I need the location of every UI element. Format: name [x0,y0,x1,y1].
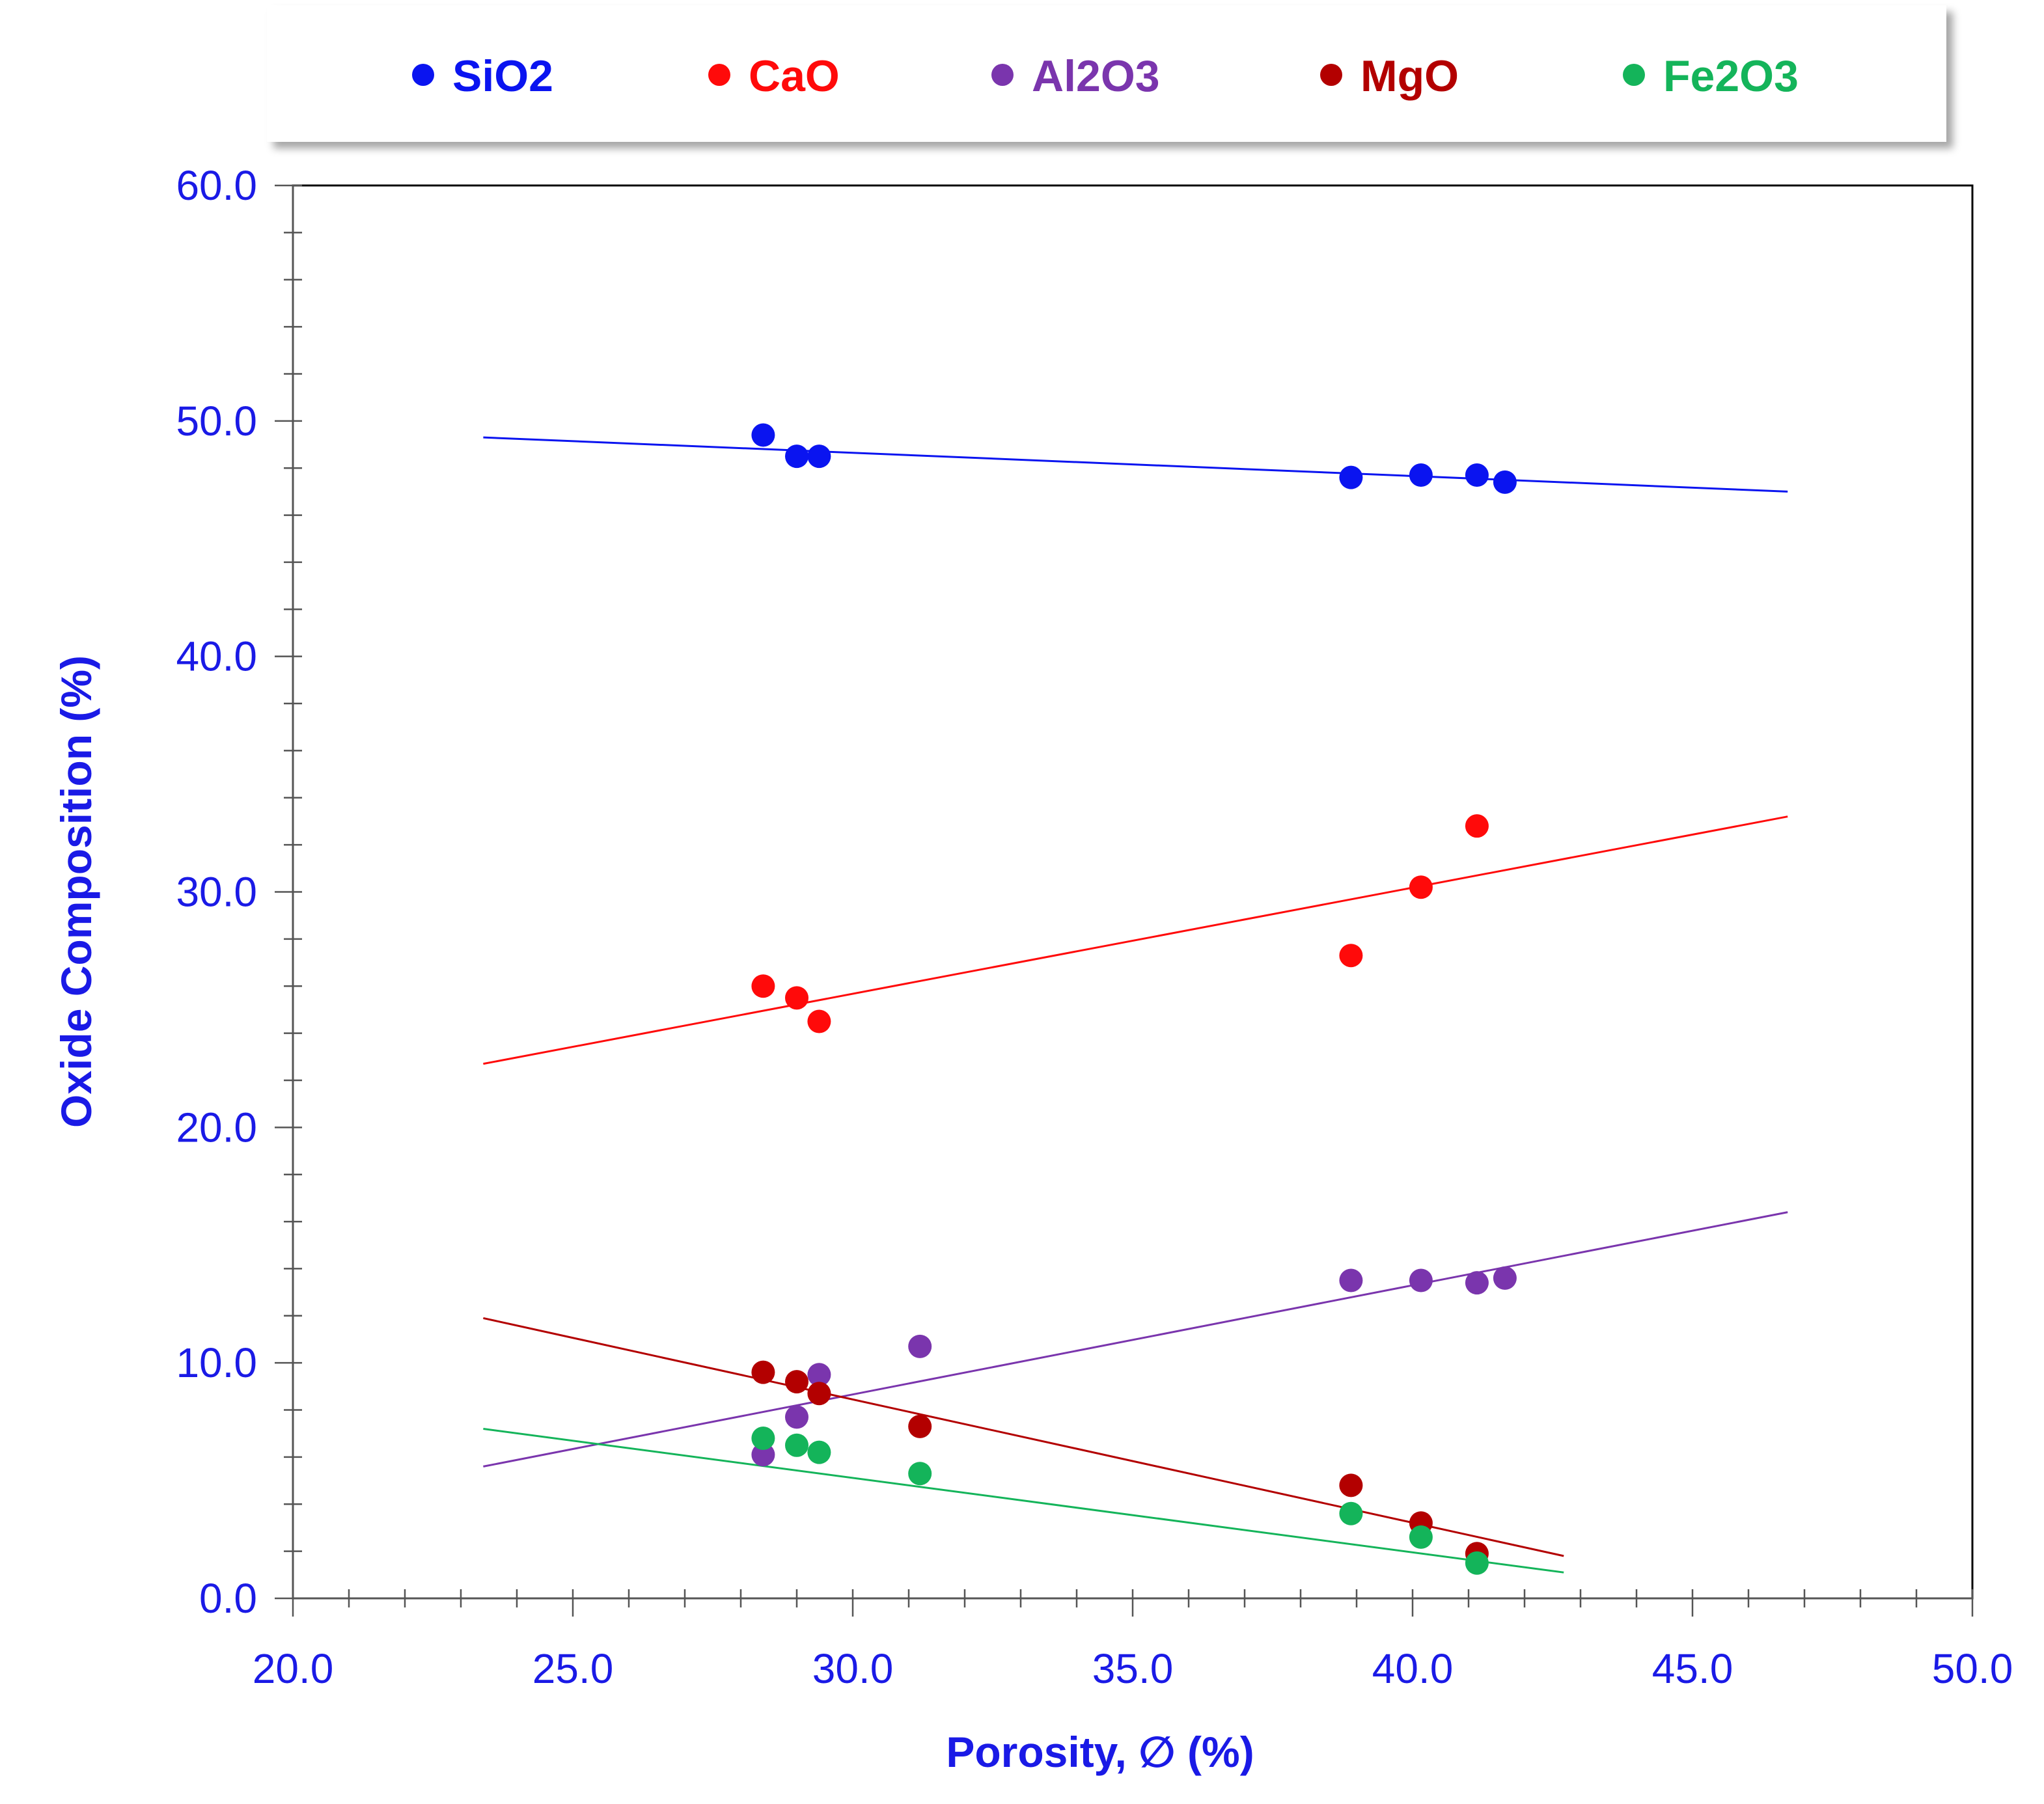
point-fe2o3 [908,1462,932,1486]
y-tick-label: 10.0 [176,1339,257,1386]
point-sio2 [1493,470,1517,494]
axes: 0.0 10.0 20.0 30.0 40.0 50.0 60.0 20.0 25.0 30.0 3… [176,162,2013,1692]
trendline-sio2 [483,436,1788,493]
point-al2o3 [908,1334,932,1358]
point-sio2 [1465,463,1489,487]
x-tick-label: 20.0 [253,1645,334,1692]
point-mgo [785,1370,808,1394]
point-cao [1465,814,1489,838]
point-mgo [1339,1473,1363,1497]
point-al2o3 [807,1363,831,1387]
point-mgo [908,1414,932,1438]
point-al2o3 [1465,1271,1489,1295]
legend: SiO2 CaO Al2O3 MgO Fe2O3 [267,5,1946,142]
y-tick-label: 30.0 [176,869,257,916]
point-al2o3 [785,1405,808,1429]
y-tick-label: 40.0 [176,633,257,680]
point-fe2o3 [1465,1551,1489,1575]
point-sio2 [1409,463,1433,487]
x-tick-label: 45.0 [1652,1645,1733,1692]
trendline-al2o3 [483,1211,1788,1468]
legend-marker-mgo [1320,64,1342,86]
point-al2o3 [1409,1268,1433,1292]
legend-label-mgo: MgO [1360,51,1459,101]
x-tick-label: 50.0 [1932,1645,2013,1692]
point-fe2o3 [1339,1501,1363,1525]
legend-marker-al2o3 [991,64,1014,86]
x-axis-title: Porosity, ∅ (%) [946,1728,1254,1776]
legend-label-sio2: SiO2 [452,51,553,101]
trendline-cao [483,815,1788,1065]
point-sio2 [807,444,831,469]
point-sio2 [751,423,775,447]
legend-marker-sio2 [412,64,434,86]
legend-marker-fe2o3 [1623,64,1645,86]
point-sio2 [1339,465,1363,489]
x-tick-label: 40.0 [1372,1645,1454,1692]
y-axis-title: Oxide Composition (%) [52,655,100,1128]
point-cao [785,986,808,1010]
point-al2o3 [1493,1266,1517,1290]
point-fe2o3 [751,1426,775,1450]
legend-marker-cao [708,64,730,86]
legend-items: SiO2 CaO Al2O3 MgO Fe2O3 [412,51,1799,101]
point-fe2o3 [785,1433,808,1457]
point-al2o3 [1339,1268,1363,1292]
point-al2o3 [751,1443,775,1467]
point-sio2 [785,444,808,469]
point-fe2o3 [1409,1525,1433,1549]
trendlines [483,436,1788,1574]
legend-label-al2o3: Al2O3 [1032,51,1160,101]
y-tick-label: 50.0 [176,398,257,444]
y-tick-label: 60.0 [176,162,257,209]
point-mgo [751,1360,775,1384]
x-tick-label: 35.0 [1092,1645,1174,1692]
point-fe2o3 [807,1440,831,1464]
legend-label-fe2o3: Fe2O3 [1663,51,1799,101]
legend-label-cao: CaO [749,51,840,101]
trendline-mgo [483,1317,1564,1557]
x-tick-label: 25.0 [532,1645,614,1692]
point-cao [751,974,775,998]
point-cao [807,1009,831,1033]
data-points [751,423,1517,1575]
point-cao [1339,944,1363,968]
y-tick-label: 20.0 [176,1104,257,1151]
point-mgo [807,1382,831,1406]
y-tick-label: 0.0 [199,1575,257,1622]
point-cao [1409,875,1433,899]
x-tick-label: 30.0 [812,1645,894,1692]
trendline-fe2o3 [483,1427,1564,1574]
plot-area-frame [292,184,1974,1600]
legend-box [267,5,1946,142]
